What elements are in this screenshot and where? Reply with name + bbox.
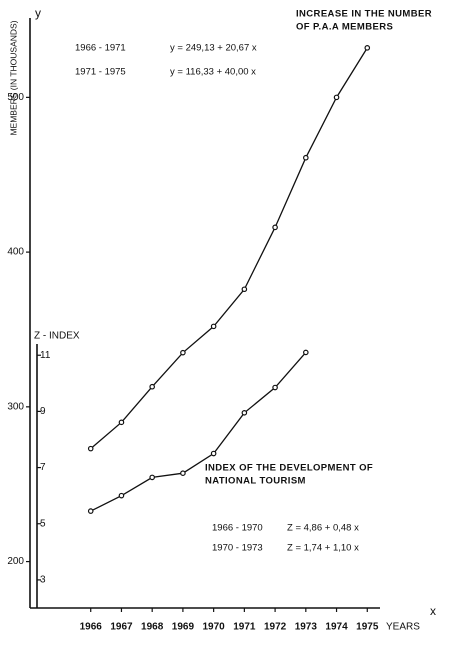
annotation-equation: Z = 4,86 + 0,48 x [287, 523, 359, 534]
data-point [272, 384, 278, 391]
x-tick-label: 1968 [141, 622, 164, 633]
annotation-period: 1970 - 1973 [212, 543, 263, 554]
data-point [87, 445, 94, 452]
annotation-period: 1966 - 1970 [212, 523, 263, 534]
data-point [180, 349, 186, 356]
series-line [90, 47, 368, 450]
data-point [118, 492, 125, 499]
data-point [210, 450, 217, 457]
y-axis-title: MEMBERS (IN THOUSANDS) [8, 20, 18, 135]
y2-tick-label: 3 [40, 575, 46, 586]
data-point [303, 349, 309, 356]
data-point [149, 474, 155, 481]
data-point [118, 419, 125, 426]
annotation-period: 1971 - 1975 [75, 67, 126, 78]
x-tick-label: 1969 [172, 622, 195, 633]
y-tick-label: 300 [7, 401, 24, 412]
y-tick-label: 500 [7, 92, 24, 103]
data-point [210, 323, 217, 330]
x-tick-label: 1970 [203, 622, 226, 633]
x-axis-symbol: x [430, 604, 436, 618]
data-point [180, 470, 186, 476]
y2-tick-label: 9 [40, 406, 46, 417]
x-tick-label: 1974 [325, 622, 348, 633]
data-point [87, 508, 94, 514]
annotation-equation: Z = 1,74 + 1,10 x [287, 543, 359, 554]
data-point [149, 383, 155, 390]
series-line [90, 351, 307, 512]
x-tick-label: 1971 [233, 622, 256, 633]
annotation-equation: y = 249,13 + 20,67 x [170, 43, 257, 54]
y2-tick-label: 5 [40, 518, 46, 529]
title: INCREASE IN THE NUMBER [296, 9, 432, 20]
y-tick-label: 200 [7, 556, 24, 567]
data-point [364, 45, 371, 51]
data-point [241, 286, 248, 293]
y2-tick-label: 7 [40, 462, 46, 473]
subtitle: INDEX OF THE DEVELOPMENT OF [205, 463, 373, 474]
data-point [303, 154, 309, 161]
y-tick-label: 400 [7, 247, 24, 258]
y-axis-symbol: y [35, 6, 41, 20]
subtitle: NATIONAL TOURISM [205, 476, 306, 487]
annotation-period: 1966 - 1971 [75, 43, 126, 54]
x-tick-label: 1975 [356, 622, 379, 633]
data-point [241, 410, 248, 416]
y2-tick-label: 11 [40, 350, 51, 361]
data-point [272, 224, 278, 231]
x-tick-label: 1972 [264, 622, 287, 633]
x-tick-label: 1967 [110, 622, 133, 633]
x-tick-label: 1966 [80, 622, 103, 633]
x-tick-label: 1973 [295, 622, 318, 633]
y2-axis-title: Z - INDEX [34, 331, 80, 342]
x-axis-title: YEARS [386, 622, 420, 633]
data-point [333, 94, 340, 101]
title: OF P.A.A MEMBERS [296, 22, 393, 33]
annotation-equation: y = 116,33 + 40,00 x [170, 67, 256, 78]
